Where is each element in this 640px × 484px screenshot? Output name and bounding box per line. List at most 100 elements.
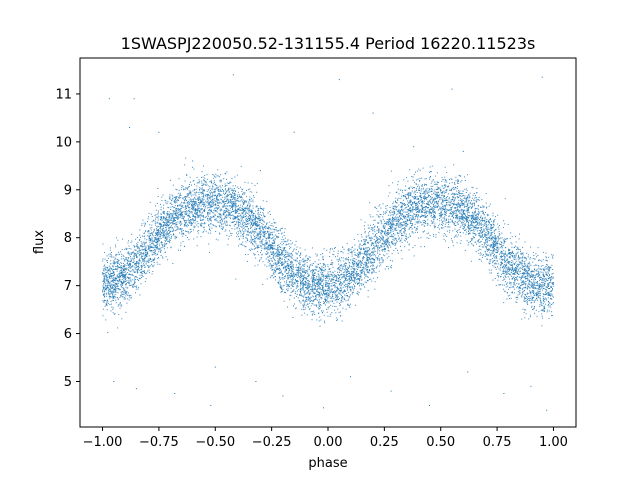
data-point bbox=[247, 209, 249, 211]
data-point bbox=[390, 246, 392, 248]
data-point bbox=[382, 259, 384, 261]
data-point bbox=[104, 290, 106, 292]
data-point bbox=[263, 244, 265, 246]
data-point bbox=[392, 205, 394, 207]
data-point bbox=[184, 164, 186, 166]
data-point bbox=[399, 230, 401, 232]
data-point bbox=[323, 301, 325, 303]
data-point bbox=[509, 269, 511, 271]
data-point bbox=[414, 227, 416, 229]
data-point bbox=[296, 260, 298, 262]
data-point bbox=[197, 210, 199, 212]
data-point bbox=[236, 216, 238, 218]
data-point bbox=[357, 267, 359, 269]
data-point bbox=[538, 291, 540, 293]
data-point bbox=[383, 246, 385, 248]
data-point bbox=[151, 224, 153, 226]
data-point bbox=[386, 245, 388, 247]
data-point bbox=[377, 215, 379, 217]
data-point bbox=[531, 279, 533, 280]
data-point bbox=[138, 258, 140, 260]
data-point bbox=[479, 236, 481, 238]
data-point bbox=[531, 285, 533, 287]
data-point bbox=[309, 260, 311, 262]
data-point bbox=[479, 232, 481, 234]
data-point bbox=[306, 265, 308, 267]
data-point bbox=[517, 257, 519, 259]
data-point bbox=[130, 260, 132, 262]
data-point bbox=[157, 239, 159, 241]
data-point bbox=[324, 322, 326, 324]
data-point bbox=[489, 234, 491, 236]
data-point bbox=[275, 270, 277, 272]
data-point bbox=[115, 246, 117, 248]
data-point bbox=[419, 178, 421, 179]
data-point bbox=[486, 228, 488, 230]
data-point bbox=[425, 215, 426, 217]
data-point bbox=[541, 313, 543, 315]
data-point bbox=[526, 252, 528, 254]
data-point bbox=[280, 249, 281, 251]
data-point bbox=[347, 269, 349, 270]
data-point bbox=[523, 282, 525, 284]
data-point bbox=[287, 290, 289, 292]
data-point bbox=[171, 235, 172, 237]
data-point bbox=[508, 261, 510, 263]
data-point bbox=[361, 284, 362, 286]
data-point bbox=[160, 241, 162, 243]
data-point bbox=[452, 222, 454, 223]
data-point bbox=[395, 201, 396, 203]
data-point bbox=[211, 200, 213, 202]
data-point bbox=[492, 231, 494, 233]
data-point bbox=[311, 287, 313, 289]
data-point bbox=[401, 215, 403, 217]
data-point bbox=[374, 226, 376, 228]
data-point bbox=[318, 279, 320, 280]
data-point bbox=[528, 261, 530, 263]
data-point bbox=[125, 257, 127, 259]
data-point bbox=[418, 198, 420, 199]
data-point bbox=[480, 248, 482, 250]
data-point bbox=[240, 214, 242, 216]
data-point bbox=[464, 209, 466, 211]
data-point bbox=[354, 258, 356, 259]
data-point bbox=[475, 220, 477, 222]
data-point bbox=[360, 219, 362, 221]
data-point bbox=[325, 298, 327, 300]
data-point bbox=[443, 199, 445, 201]
data-point bbox=[347, 253, 349, 255]
data-point bbox=[209, 230, 211, 232]
data-point bbox=[366, 247, 368, 249]
data-point bbox=[258, 224, 260, 226]
data-point bbox=[238, 245, 239, 247]
data-point bbox=[165, 234, 167, 236]
data-point bbox=[261, 240, 263, 242]
data-point bbox=[204, 204, 206, 206]
data-point bbox=[416, 188, 417, 190]
data-point bbox=[458, 192, 459, 194]
data-point bbox=[115, 297, 117, 299]
data-point bbox=[218, 204, 219, 206]
data-point bbox=[285, 257, 287, 259]
data-point bbox=[221, 200, 223, 202]
data-point bbox=[140, 236, 141, 238]
data-point bbox=[340, 291, 342, 293]
data-point bbox=[520, 261, 522, 263]
data-point bbox=[231, 228, 233, 230]
data-point bbox=[178, 189, 180, 191]
data-point bbox=[315, 253, 317, 255]
data-point bbox=[332, 272, 334, 274]
data-point bbox=[157, 226, 159, 228]
data-point bbox=[178, 178, 180, 180]
data-point bbox=[321, 275, 323, 277]
data-point bbox=[542, 296, 544, 298]
data-point bbox=[229, 216, 231, 218]
data-point bbox=[381, 220, 382, 222]
data-point bbox=[232, 197, 234, 199]
data-point bbox=[155, 239, 157, 241]
data-point bbox=[506, 298, 508, 300]
data-point bbox=[395, 214, 397, 216]
data-point bbox=[390, 212, 392, 214]
data-point bbox=[195, 208, 197, 209]
data-point bbox=[514, 268, 516, 270]
